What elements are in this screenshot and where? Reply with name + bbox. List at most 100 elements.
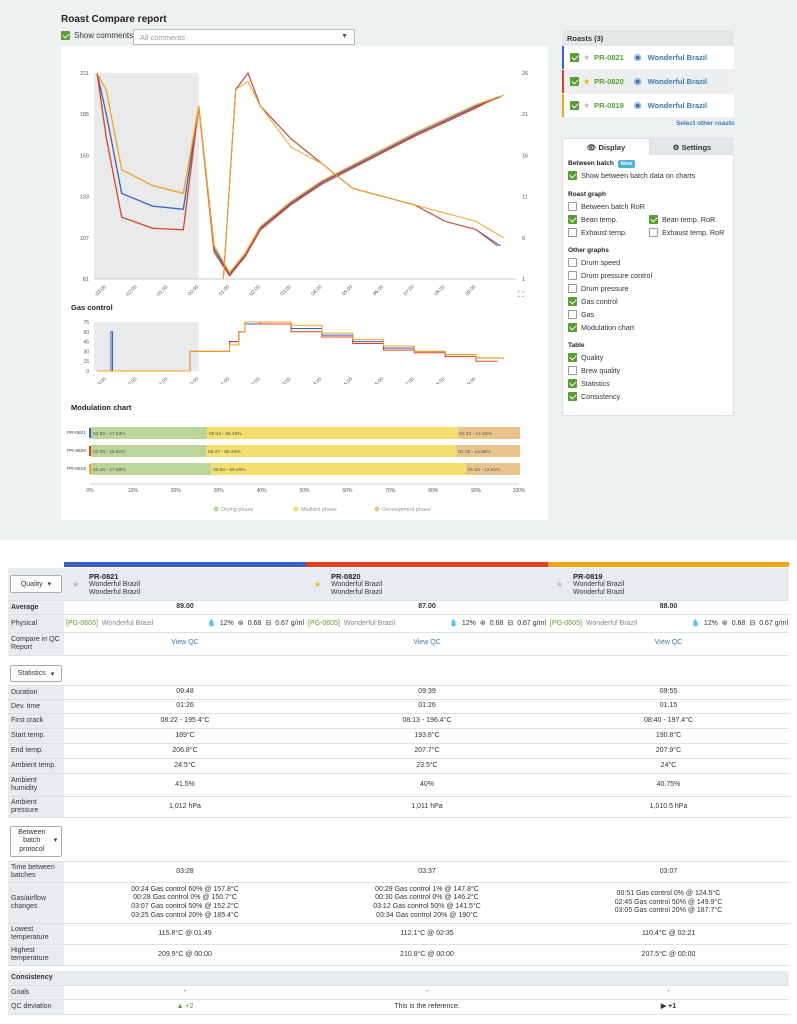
- show-comments-toggle[interactable]: Show comments: [61, 31, 133, 40]
- option-gas-control[interactable]: Gas control: [568, 297, 618, 306]
- bbp-dropdown-label: Between batch protocol: [18, 828, 46, 853]
- checkbox-icon[interactable]: [649, 228, 658, 237]
- x-tick: -02:00: [124, 376, 138, 384]
- checkbox-icon[interactable]: [568, 228, 577, 237]
- between-batch-protocol-dropdown[interactable]: Between batch protocol ▾: [10, 826, 62, 857]
- option-modulation-chart[interactable]: Modulation chart: [568, 323, 634, 332]
- bean-temp-line-PR-0821: [96, 72, 501, 276]
- option-quality[interactable]: Quality: [568, 353, 603, 362]
- view-qc-link[interactable]: View QC: [654, 639, 683, 647]
- star-icon[interactable]: ★: [556, 580, 564, 589]
- checkbox-icon[interactable]: [570, 53, 579, 62]
- roast-row[interactable]: ★ PR-0820 ◉ Wonderful Brazil: [562, 70, 734, 93]
- y-tick: 0: [86, 369, 89, 375]
- star-icon[interactable]: ★: [583, 77, 591, 86]
- roast-row[interactable]: ★ PR-0819 ◉ Wonderful Brazil: [562, 94, 734, 117]
- checkbox-icon[interactable]: [568, 202, 577, 211]
- checkbox-icon[interactable]: [568, 258, 577, 267]
- roasts-header: Roasts (3): [562, 30, 734, 46]
- option-label: Statistics: [581, 379, 610, 388]
- star-icon[interactable]: ★: [314, 580, 322, 589]
- checkbox-icon[interactable]: [568, 215, 577, 224]
- option-label: Consistency: [581, 392, 621, 401]
- checkbox-icon[interactable]: [61, 31, 70, 40]
- select-other-roasts-link[interactable]: Select other roasts: [676, 120, 735, 127]
- option-gas[interactable]: Gas: [568, 310, 594, 319]
- table-cell: 00:51 Gas control 0% @ 124.5°C 02:45 Gas…: [614, 889, 723, 915]
- view-qc-link[interactable]: View QC: [413, 639, 441, 647]
- checkbox-icon[interactable]: [568, 366, 577, 375]
- bean-temp-line-PR-0820: [96, 72, 498, 277]
- checkbox-icon[interactable]: [568, 323, 577, 332]
- table-cell: -: [667, 988, 670, 996]
- moisture-value: 12%: [703, 619, 718, 627]
- checkbox-icon[interactable]: [568, 271, 577, 280]
- option-consistency[interactable]: Consistency: [568, 392, 620, 401]
- row-label-stat-5: Ambient temp.: [8, 759, 64, 773]
- phase-label: 02:46 - 27.99%: [93, 467, 126, 473]
- option-exhaust-temp-ror[interactable]: Exhaust temp. RoR: [649, 228, 724, 237]
- comments-select[interactable]: All comments ▼: [133, 29, 355, 45]
- column-roast-id: PR-0820: [331, 572, 361, 581]
- y-left-tick: 159: [80, 153, 89, 159]
- option-brew-quality[interactable]: Brew quality: [568, 366, 620, 375]
- roast-name[interactable]: Wonderful Brazil: [647, 77, 708, 86]
- star-icon[interactable]: ★: [583, 101, 591, 110]
- physical-name: Wonderful Brazil: [343, 619, 396, 627]
- option-drum-pressure[interactable]: Drum pressure: [568, 284, 629, 293]
- roast-name[interactable]: Wonderful Brazil: [647, 53, 708, 62]
- water-activity-icon: ⊛: [237, 620, 244, 627]
- roast-id[interactable]: PR-0819: [594, 101, 624, 110]
- row-color-marker: [89, 464, 91, 474]
- tab-settings[interactable]: ⚙ Settings: [649, 139, 734, 155]
- y-right-tick: 11: [522, 195, 528, 201]
- eye-icon[interactable]: ◉: [633, 52, 642, 62]
- x-tick: -01:00: [155, 284, 169, 298]
- fullscreen-icon[interactable]: ⛶: [517, 290, 524, 299]
- roast-id[interactable]: PR-0821: [594, 53, 624, 62]
- option-bean-temp-[interactable]: Bean temp.: [568, 215, 618, 224]
- y-tick: 75: [83, 320, 89, 326]
- option-between-batch-ror[interactable]: Between batch RoR: [568, 202, 645, 211]
- option-statistics[interactable]: Statistics: [568, 379, 610, 388]
- checkbox-icon[interactable]: [570, 101, 579, 110]
- option-drum-pressure-control[interactable]: Drum pressure control: [568, 271, 652, 280]
- statistics-dropdown[interactable]: Statistics ▾: [10, 665, 62, 682]
- roast-color-bar: [562, 46, 564, 69]
- eye-icon[interactable]: ◉: [633, 100, 642, 110]
- roast-row[interactable]: ★ PR-0821 ◉ Wonderful Brazil: [562, 46, 734, 69]
- checkbox-icon[interactable]: [568, 379, 577, 388]
- checkbox-icon[interactable]: [568, 171, 577, 180]
- pg-code[interactable]: [PG-0605]: [550, 619, 582, 627]
- option-bean-temp-ror[interactable]: Bean temp. RoR: [649, 215, 715, 224]
- pg-code[interactable]: [PG-0605]: [308, 619, 340, 627]
- table-cell: 08:13 - 196.4°C: [402, 716, 452, 724]
- option-label: Exhaust temp.: [581, 228, 627, 237]
- roast-id[interactable]: PR-0820: [594, 77, 624, 86]
- modulation-chart: PR-0821 02:39 - 27.04% 05:43 - 58.33% 01:26…: [67, 427, 526, 513]
- show-between-batch-option[interactable]: Show between batch data on charts: [568, 171, 695, 180]
- quality-dropdown[interactable]: Quality ▾: [10, 575, 62, 593]
- density-value: 0.67 g/ml: [517, 619, 546, 627]
- roast-name[interactable]: Wonderful Brazil: [647, 101, 708, 110]
- star-icon[interactable]: ★: [583, 53, 591, 62]
- checkbox-icon[interactable]: [649, 215, 658, 224]
- pg-code[interactable]: [PG-0605]: [66, 619, 98, 627]
- tab-display[interactable]: 👁 Display: [563, 139, 649, 155]
- phase-bar: [465, 463, 520, 475]
- checkbox-icon[interactable]: [568, 284, 577, 293]
- checkbox-icon[interactable]: [570, 77, 579, 86]
- view-qc-link[interactable]: View QC: [171, 639, 199, 647]
- option-exhaust-temp-[interactable]: Exhaust temp.: [568, 228, 627, 237]
- x-tick: 01:00: [218, 376, 231, 384]
- eye-icon[interactable]: ◉: [633, 76, 642, 86]
- star-icon[interactable]: ★: [72, 580, 80, 589]
- statistics-dropdown-label: Statistics: [17, 670, 46, 677]
- checkbox-icon[interactable]: [568, 392, 577, 401]
- checkbox-icon[interactable]: [568, 353, 577, 362]
- option-drum-speed[interactable]: Drum speed: [568, 258, 620, 267]
- checkbox-icon[interactable]: [568, 297, 577, 306]
- y-right-tick: 1: [522, 277, 525, 283]
- phase-label: 05:53 - 59.40%: [213, 467, 246, 473]
- checkbox-icon[interactable]: [568, 310, 577, 319]
